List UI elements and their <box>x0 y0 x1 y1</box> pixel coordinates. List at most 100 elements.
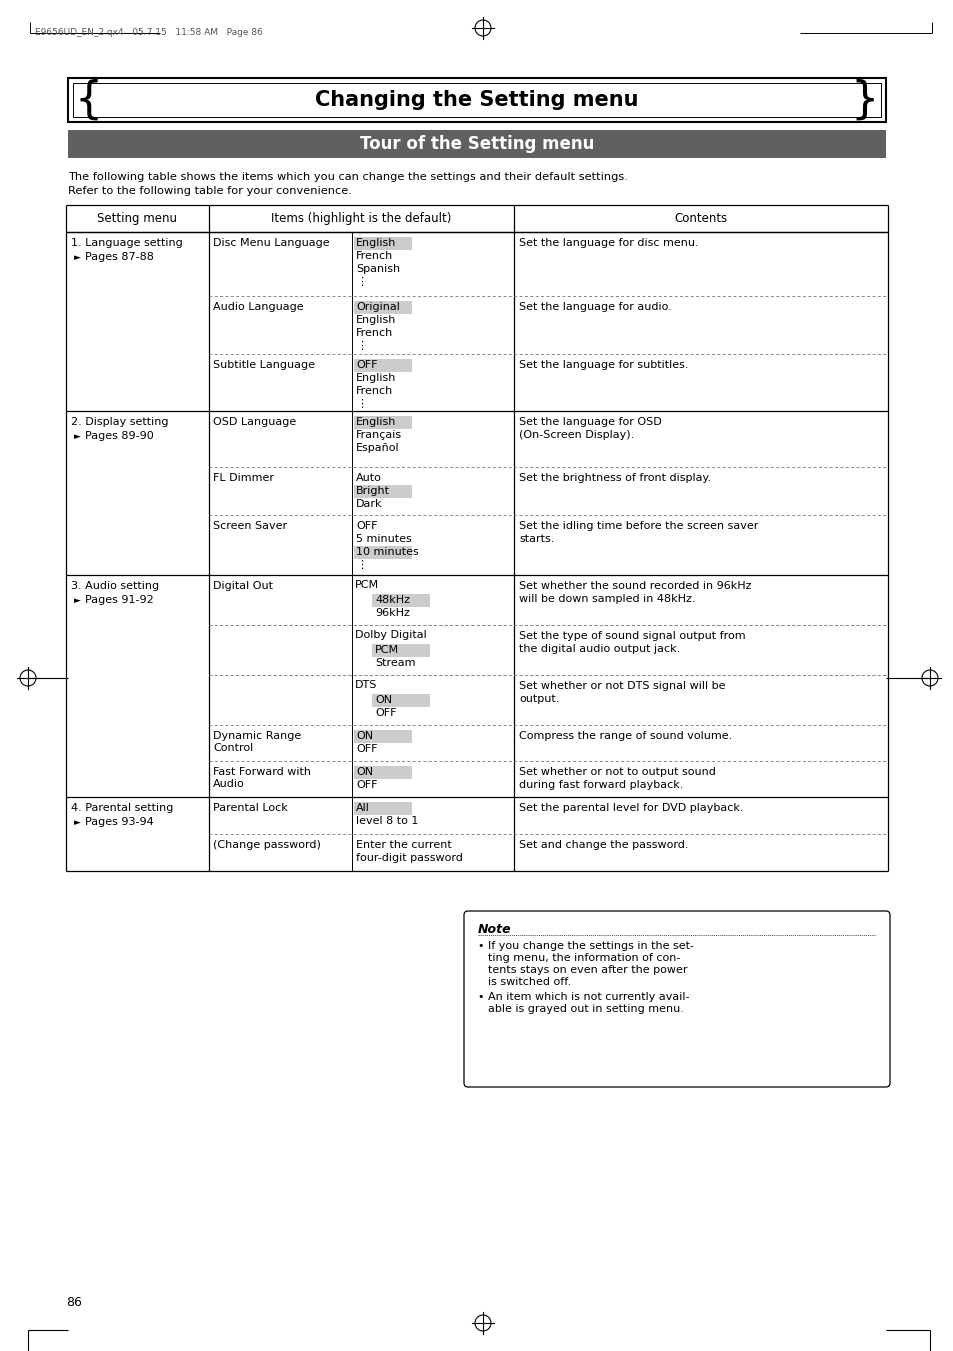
Text: Set the parental level for DVD playback.: Set the parental level for DVD playback. <box>518 802 742 813</box>
Bar <box>354 766 412 780</box>
Text: Set whether or not DTS signal will be: Set whether or not DTS signal will be <box>518 681 724 690</box>
Text: 2. Display setting: 2. Display setting <box>71 417 169 427</box>
Text: OFF: OFF <box>355 744 377 754</box>
Text: Enter the current: Enter the current <box>355 840 452 850</box>
Text: PCM: PCM <box>355 580 378 590</box>
Text: Set the language for disc menu.: Set the language for disc menu. <box>518 238 698 249</box>
Text: Digital Out: Digital Out <box>213 581 273 590</box>
Text: ting menu, the information of con-: ting menu, the information of con- <box>488 952 679 963</box>
Text: Audio: Audio <box>213 780 245 789</box>
Bar <box>68 78 885 122</box>
Text: Original: Original <box>355 303 399 312</box>
Text: tents stays on even after the power: tents stays on even after the power <box>488 965 687 975</box>
Text: able is grayed out in setting menu.: able is grayed out in setting menu. <box>488 1004 683 1015</box>
Text: English: English <box>355 238 395 249</box>
Text: Set the language for subtitles.: Set the language for subtitles. <box>518 359 688 370</box>
Text: All: All <box>355 802 370 813</box>
Text: is switched off.: is switched off. <box>488 977 571 988</box>
Bar <box>354 301 412 313</box>
Text: }: } <box>850 78 878 122</box>
Text: Pages 91-92: Pages 91-92 <box>85 594 153 605</box>
Text: 10 minutes: 10 minutes <box>355 547 418 557</box>
Text: • If you change the settings in the set-: • If you change the settings in the set- <box>477 942 693 951</box>
Text: English: English <box>355 373 395 382</box>
FancyBboxPatch shape <box>463 911 889 1088</box>
Text: Dolby Digital: Dolby Digital <box>355 630 426 640</box>
Bar <box>354 236 412 250</box>
Text: ►: ► <box>74 253 81 262</box>
Text: OFF: OFF <box>355 521 377 531</box>
Text: Screen Saver: Screen Saver <box>213 521 287 531</box>
Text: Pages 89-90: Pages 89-90 <box>85 431 153 440</box>
Text: ►: ► <box>74 817 81 827</box>
Text: 48kHz: 48kHz <box>375 594 410 605</box>
Bar <box>372 694 430 707</box>
Text: Compress the range of sound volume.: Compress the range of sound volume. <box>518 731 732 740</box>
Bar <box>372 644 430 657</box>
Text: Pages 87-88: Pages 87-88 <box>85 253 153 262</box>
Text: French: French <box>355 328 393 338</box>
Text: 96kHz: 96kHz <box>375 608 410 617</box>
Text: 1. Language setting: 1. Language setting <box>71 238 183 249</box>
Text: ⋮: ⋮ <box>355 340 367 351</box>
Text: Setting menu: Setting menu <box>97 212 177 226</box>
Bar <box>354 485 412 499</box>
Text: ►: ► <box>74 432 81 440</box>
Text: Items (highlight is the default): Items (highlight is the default) <box>271 212 451 226</box>
Text: Set and change the password.: Set and change the password. <box>518 840 688 850</box>
Text: (Change password): (Change password) <box>213 840 320 850</box>
Bar <box>354 730 412 743</box>
Text: English: English <box>355 417 395 427</box>
Bar <box>372 594 430 607</box>
Text: Stream: Stream <box>375 658 416 667</box>
Text: Set the language for audio.: Set the language for audio. <box>518 303 671 312</box>
Text: Tour of the Setting menu: Tour of the Setting menu <box>359 135 594 153</box>
Text: (On-Screen Display).: (On-Screen Display). <box>518 430 634 440</box>
Text: 86: 86 <box>66 1296 82 1309</box>
Text: Changing the Setting menu: Changing the Setting menu <box>314 91 639 109</box>
Text: ⋮: ⋮ <box>355 399 367 409</box>
Text: Refer to the following table for your convenience.: Refer to the following table for your co… <box>68 186 352 196</box>
Text: PCM: PCM <box>375 644 398 655</box>
Bar <box>354 416 412 430</box>
Text: ⋮: ⋮ <box>355 561 367 570</box>
Text: Bright: Bright <box>355 486 390 496</box>
Text: ON: ON <box>355 731 373 740</box>
Text: Set the idling time before the screen saver: Set the idling time before the screen sa… <box>518 521 758 531</box>
Text: French: French <box>355 386 393 396</box>
Text: Control: Control <box>213 743 253 753</box>
Text: Pages 93-94: Pages 93-94 <box>85 817 153 827</box>
Text: DTS: DTS <box>355 680 377 690</box>
Text: FL Dimmer: FL Dimmer <box>213 473 274 484</box>
Text: French: French <box>355 251 393 261</box>
Text: ►: ► <box>74 596 81 605</box>
Text: Auto: Auto <box>355 473 381 484</box>
Text: 3. Audio setting: 3. Audio setting <box>71 581 159 590</box>
Text: English: English <box>355 315 395 326</box>
Text: OFF: OFF <box>355 780 377 790</box>
Text: OFF: OFF <box>355 359 377 370</box>
Text: 4. Parental setting: 4. Parental setting <box>71 802 173 813</box>
Text: level 8 to 1: level 8 to 1 <box>355 816 418 825</box>
Text: OSD Language: OSD Language <box>213 417 296 427</box>
Text: Set the brightness of front display.: Set the brightness of front display. <box>518 473 710 484</box>
Text: The following table shows the items which you can change the settings and their : The following table shows the items whic… <box>68 172 627 182</box>
Bar <box>68 130 885 158</box>
Text: Español: Español <box>355 443 399 453</box>
Text: Disc Menu Language: Disc Menu Language <box>213 238 330 249</box>
Text: 5 minutes: 5 minutes <box>355 534 412 544</box>
Text: ON: ON <box>355 767 373 777</box>
Text: E9656UD_EN_2.qx4   05.7.15   11:58 AM   Page 86: E9656UD_EN_2.qx4 05.7.15 11:58 AM Page 8… <box>35 28 263 36</box>
Text: Note: Note <box>477 923 511 936</box>
Text: Contents: Contents <box>674 212 727 226</box>
Text: Parental Lock: Parental Lock <box>213 802 288 813</box>
Text: during fast forward playback.: during fast forward playback. <box>518 780 682 790</box>
Bar <box>73 82 880 118</box>
Text: Dynamic Range: Dynamic Range <box>213 731 301 740</box>
Text: Set whether the sound recorded in 96kHz: Set whether the sound recorded in 96kHz <box>518 581 751 590</box>
Text: OFF: OFF <box>375 708 396 717</box>
Text: Spanish: Spanish <box>355 263 399 274</box>
Text: Set the type of sound signal output from: Set the type of sound signal output from <box>518 631 745 640</box>
Bar <box>354 359 412 372</box>
Text: will be down sampled in 48kHz.: will be down sampled in 48kHz. <box>518 594 695 604</box>
